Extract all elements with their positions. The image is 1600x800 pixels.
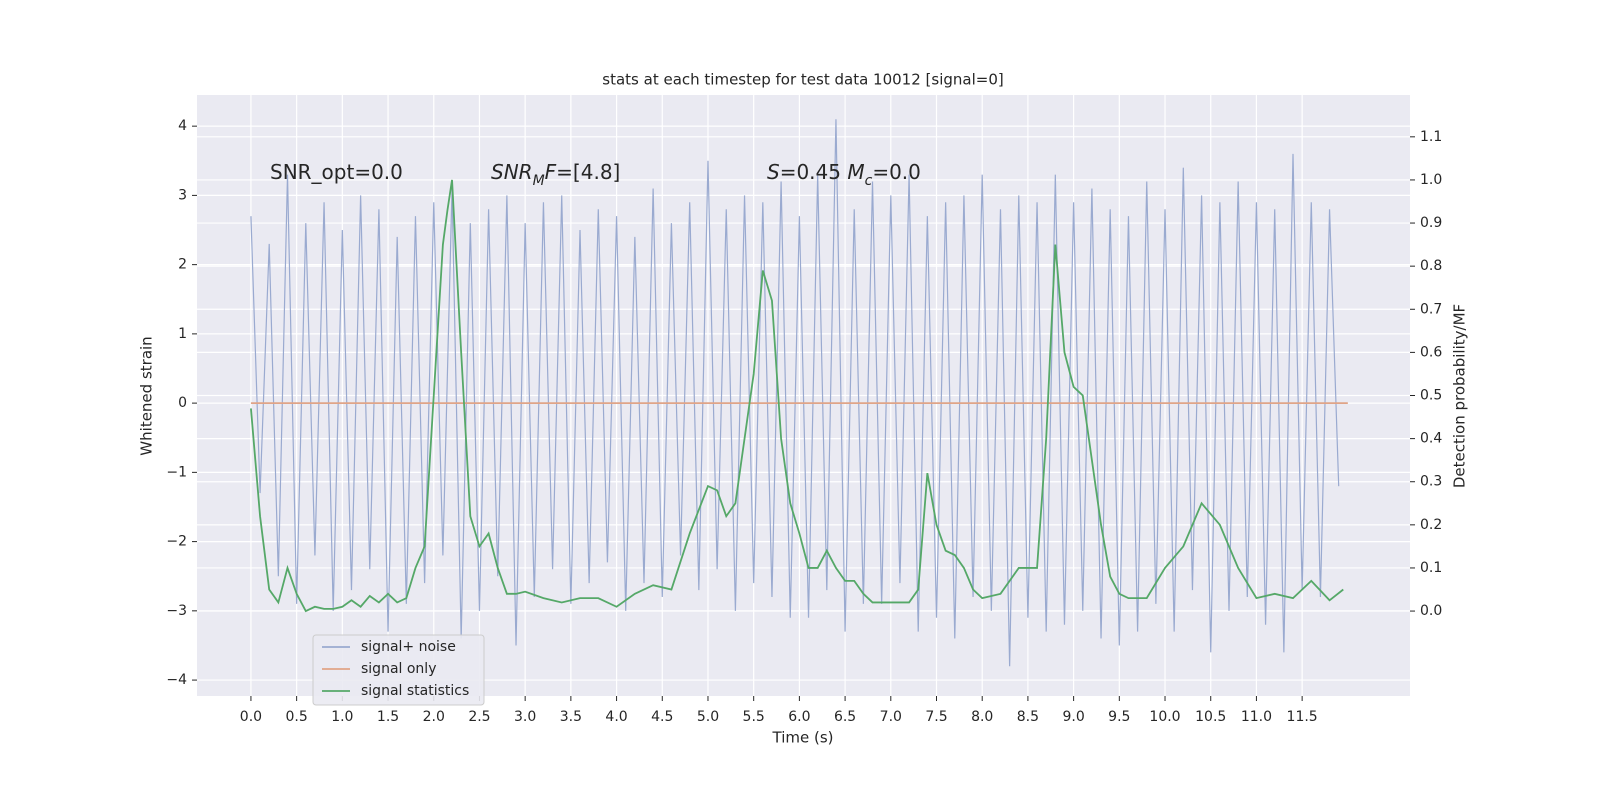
x-tick-label: 7.0	[880, 709, 902, 725]
legend-label: signal statistics	[361, 683, 469, 699]
x-tick-label: 10.0	[1149, 709, 1180, 725]
y-tick-label: −3	[166, 603, 187, 619]
annotation-part: c	[865, 173, 873, 189]
annotation-part: SNR_opt=0.0	[270, 160, 403, 184]
x-tick-label: 8.0	[971, 709, 993, 725]
x-tick-label: 11.5	[1287, 709, 1318, 725]
annotation: S=0.45 Mc=0.0	[767, 160, 921, 190]
annotation-part: M	[847, 160, 864, 184]
annotation-part: =0.0	[872, 160, 921, 184]
legend-label: signal+ noise	[361, 639, 456, 655]
x-tick-label: 9.0	[1062, 709, 1084, 725]
x-tick-label: 5.5	[743, 709, 765, 725]
y-tick-label: −2	[166, 534, 187, 550]
x-tick-label: 8.5	[1017, 709, 1039, 725]
y-tick-label: −4	[166, 672, 187, 688]
y-tick-label: 0	[178, 395, 187, 411]
x-tick-label: 1.5	[377, 709, 399, 725]
y-tick-label: 1	[178, 326, 187, 342]
y2-tick-label: 0.9	[1420, 215, 1442, 231]
y2-axis-label: Detection probability/MF	[1451, 304, 1469, 488]
y2-tick-label: 0.8	[1420, 258, 1442, 274]
annotation-part: S	[767, 160, 780, 184]
x-tick-label: 0.0	[240, 709, 262, 725]
y-tick-label: 4	[178, 118, 187, 134]
y2-tick-label: 1.1	[1420, 129, 1442, 145]
legend-label: signal only	[361, 661, 436, 677]
series-line	[250, 179, 1344, 613]
labels: 0.0 0.5 1.0 1.5 2.0 2.5 3.0 3.5 4.0 4.5 5.0 5.5 6.0 6…	[166, 118, 1442, 725]
x-tick-label: 4.0	[605, 709, 627, 725]
x-tick-label: 3.0	[514, 709, 536, 725]
annotation-part: =[4.8]	[556, 160, 620, 184]
marks	[250, 119, 1348, 667]
x-tick-label: 11.0	[1241, 709, 1272, 725]
series-line	[250, 119, 1340, 667]
annotation-part: SNR	[491, 160, 533, 184]
annotation-part: =0.45	[780, 160, 848, 184]
y2-tick-label: 0.7	[1420, 301, 1442, 317]
y-tick-label: 3	[178, 187, 187, 203]
y2-tick-label: 0.4	[1420, 431, 1442, 447]
legend: signal+ noise signal only signal statistic…	[312, 634, 485, 706]
x-tick-label: 6.0	[788, 709, 810, 725]
x-tick-label: 1.0	[331, 709, 353, 725]
chart-title: stats at each timestep for test data 100…	[602, 71, 1003, 89]
y-tick-label: 2	[178, 257, 187, 273]
annotation: SNR_opt=0.0	[270, 160, 403, 184]
y2-tick-label: 0.2	[1420, 517, 1442, 533]
x-tick-label: 3.5	[560, 709, 582, 725]
x-tick-label: 10.5	[1195, 709, 1226, 725]
x-tick-label: 6.5	[834, 709, 856, 725]
y2-tick-label: 0.6	[1420, 344, 1442, 360]
y2-tick-label: 0.0	[1420, 603, 1442, 619]
x-tick-label: 0.5	[286, 709, 308, 725]
y-tick-label: −1	[166, 464, 187, 480]
annotation-part: F	[545, 160, 557, 184]
x-tick-label: 9.5	[1108, 709, 1130, 725]
y-axis-label: Whitened strain	[138, 336, 156, 455]
y2-tick-label: 1.0	[1420, 172, 1442, 188]
y2-tick-label: 0.3	[1420, 474, 1442, 490]
x-tick-label: 2.5	[468, 709, 490, 725]
x-tick-label: 5.0	[697, 709, 719, 725]
legend-box	[312, 634, 485, 706]
y2-tick-label: 0.5	[1420, 388, 1442, 404]
x-tick-label: 4.5	[651, 709, 673, 725]
annotation: SNRMF=[4.8]	[491, 160, 620, 190]
y2-tick-label: 0.1	[1420, 560, 1442, 576]
x-axis-label: Time (s)	[772, 729, 834, 747]
annotation-part: M	[533, 173, 545, 189]
x-tick-label: 7.5	[925, 709, 947, 725]
x-tick-label: 2.0	[423, 709, 445, 725]
